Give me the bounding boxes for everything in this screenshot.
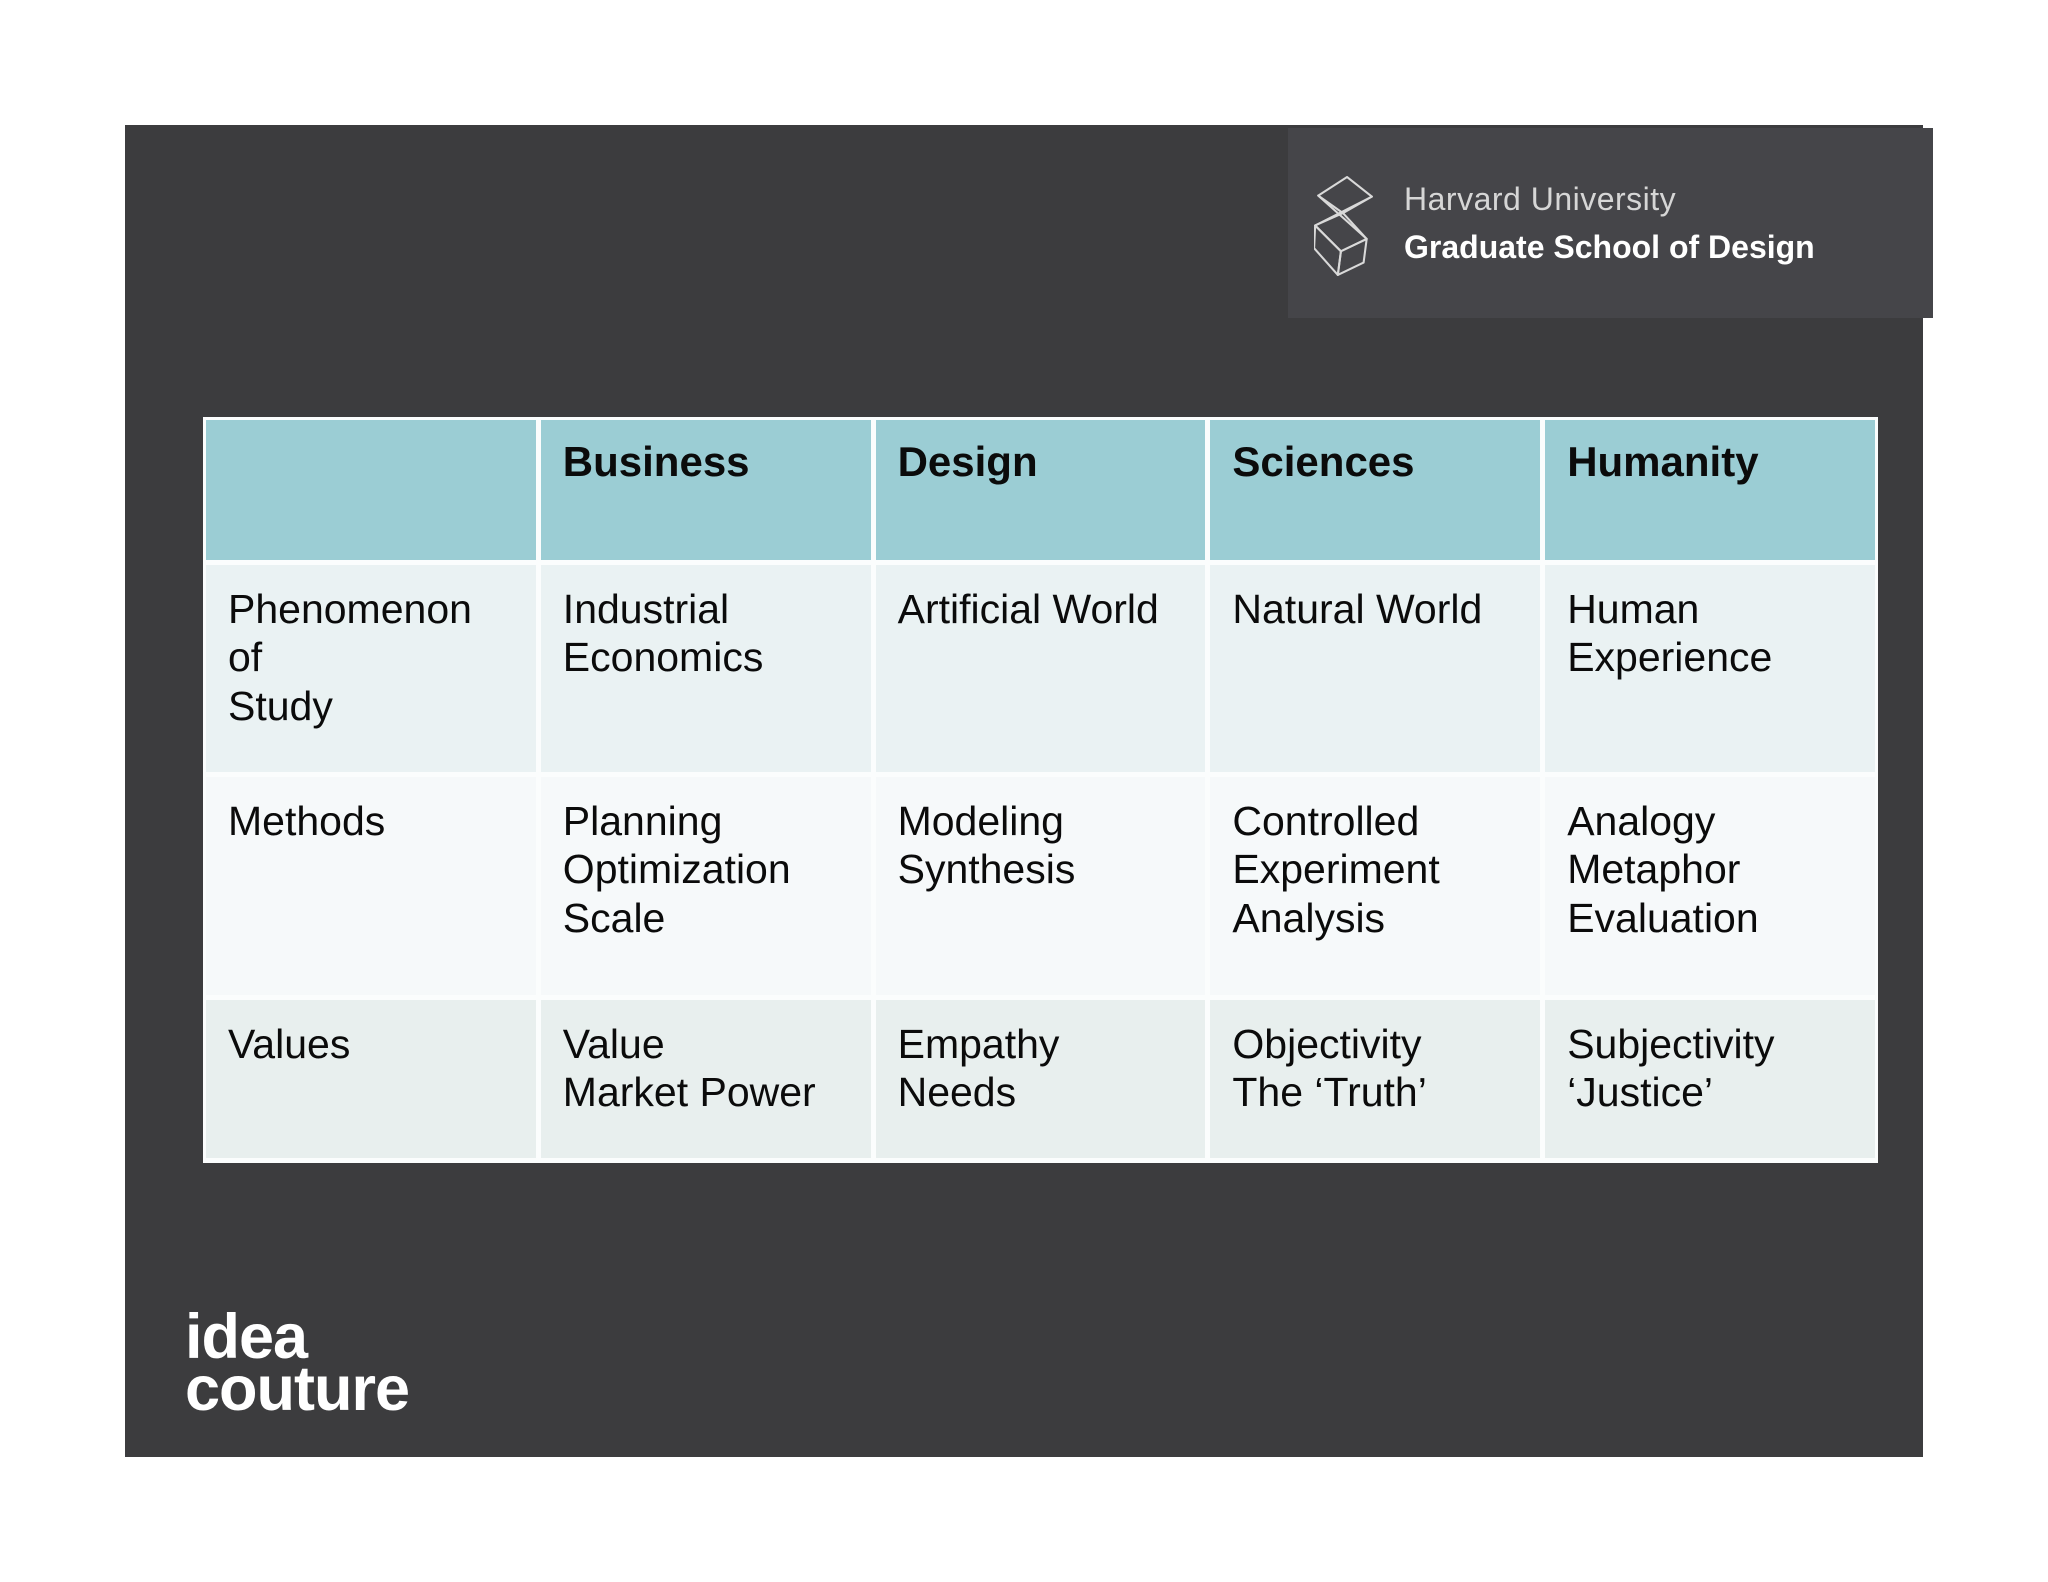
slide-background: Harvard University Graduate School of De…	[125, 125, 1933, 1457]
header-cell-design: Design	[875, 420, 1206, 560]
cell-methods-humanity: Analogy Metaphor Evaluation	[1545, 777, 1875, 995]
cell-values-design: Empathy Needs	[875, 1000, 1206, 1158]
harvard-university-label: Harvard University	[1404, 181, 1677, 217]
cell-methods-design: Modeling Synthesis	[875, 777, 1206, 995]
row-label-values: Values	[206, 1000, 536, 1158]
cell-methods-sciences: Controlled Experiment Analysis	[1210, 777, 1541, 995]
idea-couture-logo-line2: couture	[185, 1354, 410, 1424]
cell-phenomenon-sciences: Natural World	[1210, 565, 1541, 772]
cell-values-business: Value Market Power	[540, 1000, 871, 1158]
idea-couture-logo: idea couture	[185, 1302, 410, 1424]
cell-values-humanity: Subjectivity ‘Justice’	[1545, 1000, 1875, 1158]
header-cell-humanity: Humanity	[1545, 420, 1875, 560]
idea-couture-logo-line1: idea	[185, 1302, 308, 1372]
graduate-school-of-design-label: Graduate School of Design	[1404, 229, 1815, 265]
cell-methods-business: Planning Optimization Scale	[540, 777, 871, 995]
harvard-logo-text: Harvard University Graduate School of De…	[1404, 175, 1815, 271]
cell-phenomenon-business: Industrial Economics	[540, 565, 871, 772]
cell-values-sciences: Objectivity The ‘Truth’	[1210, 1000, 1541, 1158]
row-label-methods: Methods	[206, 777, 536, 995]
cell-phenomenon-humanity: Human Experience	[1545, 565, 1875, 772]
harvard-gsd-logo: Harvard University Graduate School of De…	[1288, 128, 1933, 318]
header-cell-empty	[206, 420, 536, 560]
header-cell-sciences: Sciences	[1210, 420, 1541, 560]
cell-phenomenon-design: Artificial World	[875, 565, 1206, 772]
gsd-lattice-icon	[1314, 176, 1373, 276]
header-cell-business: Business	[540, 420, 871, 560]
row-label-phenomenon-of-study: Phenomenon of Study	[206, 565, 536, 772]
disciplines-comparison-table: Business Design Sciences Humanity Phenom…	[203, 417, 1878, 1163]
